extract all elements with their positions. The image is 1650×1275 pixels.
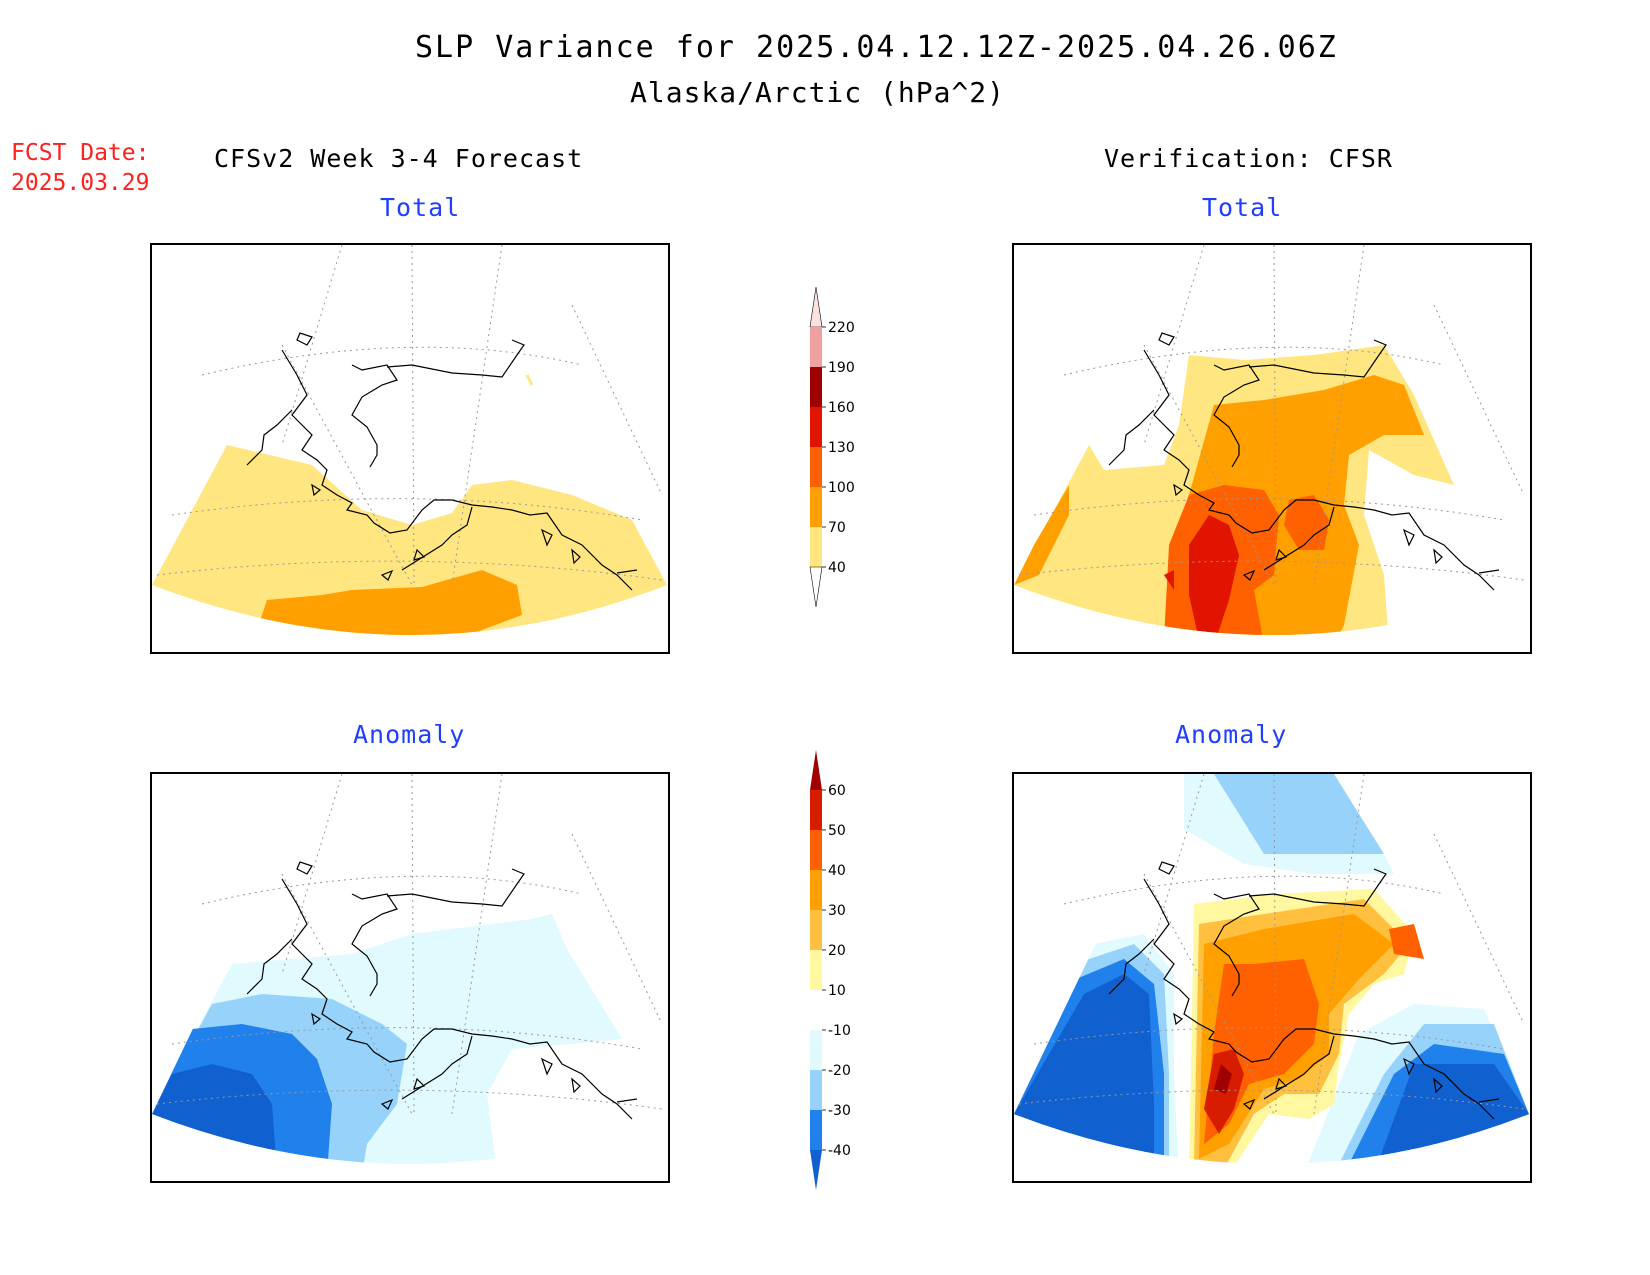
- colorbar-box: [810, 447, 822, 487]
- colorbar-tick-label: -40: [828, 1143, 851, 1159]
- colorbar-bottom-triangle: [810, 1150, 822, 1190]
- verification-total-map: [1012, 243, 1532, 654]
- colorbar-box: [810, 910, 822, 950]
- verification-column-header: Verification: CFSR: [1104, 144, 1393, 173]
- total-colorbar: 40 70 100 130 160 190 220: [790, 282, 870, 626]
- anomaly-colorbar: -40 -30 -20 -10 10 20 30 40 50 60: [790, 745, 870, 1209]
- page-title: SLP Variance for 2025.04.12.12Z-2025.04.…: [415, 30, 1338, 65]
- colorbar-box: [810, 990, 822, 1030]
- yellow-contour: [152, 445, 667, 635]
- colorbar-tick-label: 130: [828, 440, 855, 456]
- colorbar-box: [810, 327, 822, 367]
- page-subtitle: Alaska/Arctic (hPa^2): [630, 76, 1006, 109]
- colorbar-box: [810, 830, 822, 870]
- colorbar-box: [810, 487, 822, 527]
- orange-contour: [252, 570, 522, 635]
- red-contour: [1164, 570, 1174, 590]
- dark-orange-contour: [1389, 924, 1424, 959]
- colorbar-tick-label: 40: [828, 863, 846, 879]
- dark-orange-contour: [1284, 495, 1329, 550]
- colorbar-tick-label: 190: [828, 360, 855, 376]
- colorbar-tick-label: 50: [828, 823, 846, 839]
- fcst-date-value: 2025.03.29: [11, 170, 150, 196]
- colorbar-tick-label: 60: [828, 783, 846, 799]
- colorbar-tick-label: -10: [828, 1023, 851, 1039]
- colorbar-box: [810, 1070, 822, 1110]
- colorbar-box: [810, 870, 822, 910]
- fcst-date-label: FCST Date:: [11, 140, 150, 166]
- red-contour: [1189, 515, 1239, 635]
- colorbar-box: [810, 1030, 822, 1070]
- colorbar-tick-label: 160: [828, 400, 855, 416]
- colorbar-tick-label: 220: [828, 320, 855, 336]
- dark-red-contour: [1214, 1064, 1232, 1094]
- colorbar-box: [810, 527, 822, 567]
- colorbar-box: [810, 367, 822, 407]
- light-blue-contour: [1214, 774, 1384, 854]
- colorbar-top-triangle: [809, 286, 823, 328]
- forecast-column-header: CFSv2 Week 3-4 Forecast: [214, 144, 584, 173]
- orange-contour: [1014, 485, 1069, 585]
- forecast-total-map: [150, 243, 670, 654]
- verification-total-label: Total: [1202, 193, 1283, 222]
- colorbar-tick-label: 30: [828, 903, 846, 919]
- colorbar-tick-label: 70: [828, 520, 846, 536]
- colorbar-box: [810, 790, 822, 830]
- colorbar-top-triangle: [810, 750, 822, 790]
- colorbar-box: [810, 950, 822, 990]
- deep-blue-contour: [1014, 974, 1154, 1159]
- colorbar-tick-label: 10: [828, 983, 846, 999]
- forecast-anomaly-label: Anomaly: [353, 720, 466, 749]
- forecast-anomaly-map: [150, 772, 670, 1183]
- verification-anomaly-map: [1012, 772, 1532, 1183]
- colorbar-tick-label: -30: [828, 1103, 851, 1119]
- colorbar-tick-label: 40: [828, 560, 846, 576]
- colorbar-tick-label: 100: [828, 480, 855, 496]
- verification-anomaly-label: Anomaly: [1175, 720, 1288, 749]
- colorbar-bottom-triangle: [809, 566, 823, 608]
- colorbar-box: [810, 407, 822, 447]
- colorbar-box: [810, 1110, 822, 1150]
- forecast-total-label: Total: [380, 193, 461, 222]
- colorbar-tick-label: 20: [828, 943, 846, 959]
- colorbar-tick-label: -20: [828, 1063, 851, 1079]
